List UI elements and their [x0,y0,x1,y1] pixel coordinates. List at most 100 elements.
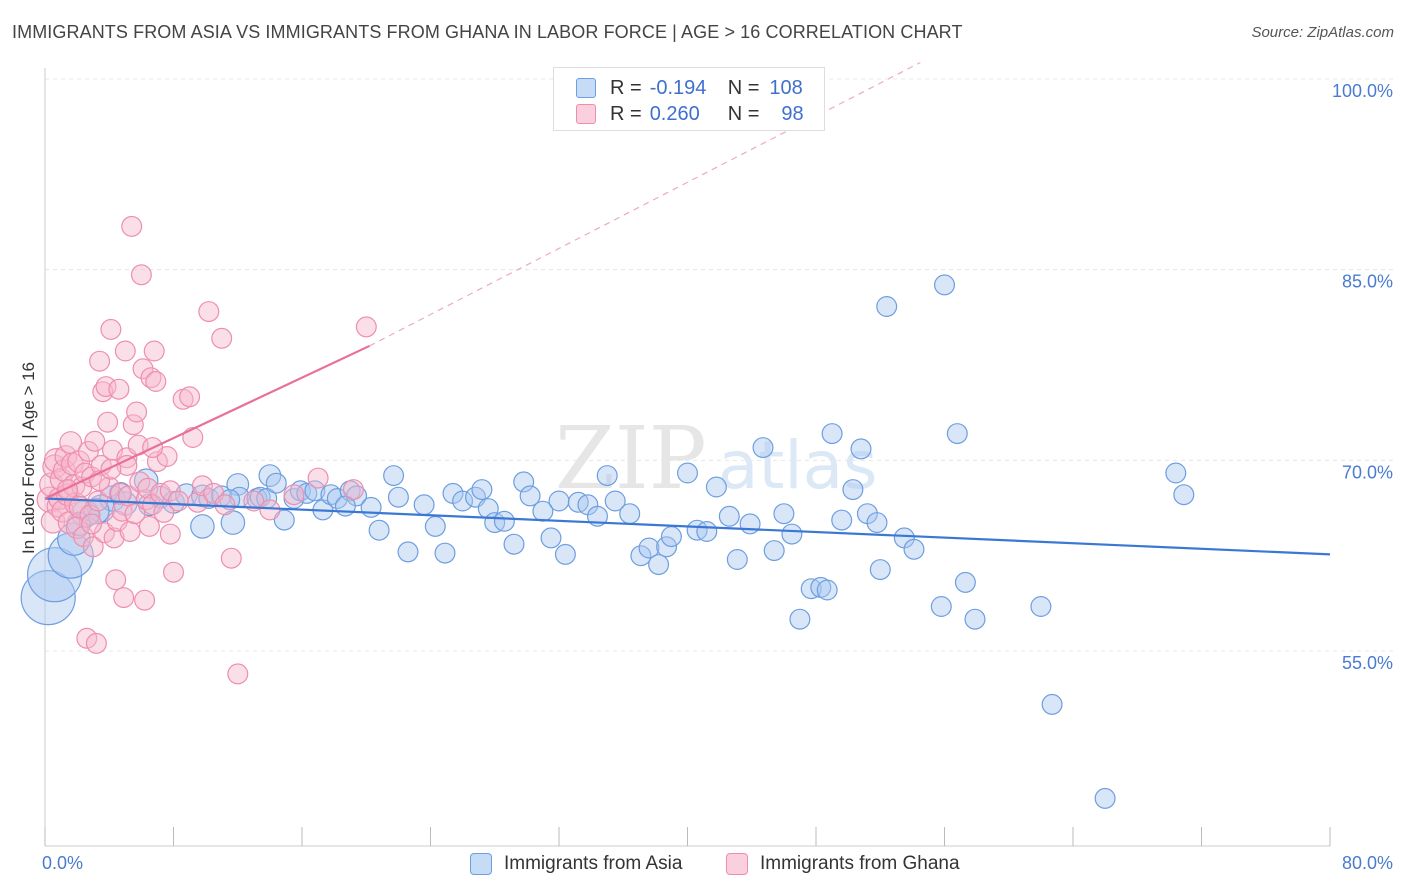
asia-point [434,542,456,564]
asia-point [903,538,925,560]
asia-point [773,503,795,525]
ghana-point [121,215,143,237]
asia-point [1094,787,1116,809]
ghana-point [95,376,117,398]
asia-point [604,490,626,512]
ghana-point [220,547,242,569]
ghana-point [109,482,131,504]
ghana-point [85,632,107,654]
ghana-point [100,318,122,340]
asia-points [20,274,1195,809]
ghana-point [283,484,305,506]
asia-point [630,545,652,567]
asia-point [360,496,382,518]
asia-point [946,423,968,445]
ghana-point [142,494,164,516]
asia-point [265,472,287,494]
ghana-point [137,477,159,499]
ghana-point [84,430,106,452]
asia-point [596,465,618,487]
ghana-point [76,627,98,649]
asia-point [452,490,474,512]
asia-trend-line [44,497,1331,556]
ghana-point [159,523,181,545]
asia-point [660,526,682,548]
ghana-point [138,515,160,537]
ghana-point [130,264,152,286]
ghana-point [179,386,201,408]
ghana-point [56,479,78,501]
asia-point [726,548,748,570]
asia-n-value: 108 [769,76,803,99]
asia-point [676,462,698,484]
ghana-point [214,494,236,516]
asia-point [789,608,811,630]
ghana-point [100,458,122,480]
asia-point [413,494,435,516]
asia-point [831,509,853,531]
ghana-point [191,475,213,497]
ghana-point [153,501,175,523]
bottom-ghana-label: Immigrants from Ghana [760,853,960,874]
ghana-point [54,445,78,468]
ghana-point [163,561,185,583]
ghana-point [167,490,189,512]
ghana-point [126,401,148,423]
asia-point [26,547,83,603]
source-note: Source: ZipAtlas.com [1251,24,1394,41]
asia-point [190,514,215,539]
watermark-atlas: atlas [718,427,878,504]
legend-row-asia: R = -0.194 N = 108 [576,75,803,101]
ghana-point [134,589,156,611]
x-tick-label: 0.0% [42,853,83,873]
asia-point [1041,693,1063,715]
asia-point [540,527,562,549]
ghana-point [342,479,364,501]
asia-point [763,540,785,562]
ghana-point [243,490,265,512]
asia-point [696,520,718,542]
asia-point [954,571,976,593]
asia-point [503,533,525,555]
bottom-ghana-swatch [726,853,748,875]
ghana-point [355,316,377,338]
chart-title: IMMIGRANTS FROM ASIA VS IMMIGRANTS FROM … [12,22,963,42]
ghana-point [187,491,209,513]
ghana-point [182,427,204,449]
ghana-point [82,536,104,558]
ghana-point [307,467,329,489]
asia-point [133,468,159,493]
asia-point [850,438,872,460]
asia-point [493,510,515,532]
ghana-point [211,327,233,349]
asia-swatch [576,78,596,98]
asia-point [842,479,864,501]
asia-point [816,579,838,601]
correlation-legend: R = -0.194 N = 108 R = 0.260 N = 98 [553,67,825,131]
asia-point [930,595,952,617]
asia-point [20,569,76,626]
asia-point [718,505,740,527]
asia-r-value: -0.194 [649,76,707,99]
asia-point [273,509,295,531]
asia-point [964,608,986,630]
ghana-point [198,301,220,323]
ghana-point [89,350,111,372]
ghana-point [259,499,281,521]
bottom-legend-asia: Immigrants from Asia [470,852,682,876]
y-tick-label: 70.0% [1342,462,1393,482]
asia-point [648,554,670,576]
asia-point [368,519,390,541]
ghana-point [113,587,135,609]
ghana-point [114,340,136,362]
ghana-point [132,358,154,380]
ghana-point [81,513,103,535]
asia-point [548,490,570,512]
asia-point [1030,595,1052,617]
ghana-point [122,414,144,436]
asia-point [387,486,409,508]
bottom-legend-ghana: Immigrants from Ghana [726,852,960,876]
y-axis-title: In Labor Force | Age > 16 [19,362,38,554]
asia-point [109,482,132,505]
